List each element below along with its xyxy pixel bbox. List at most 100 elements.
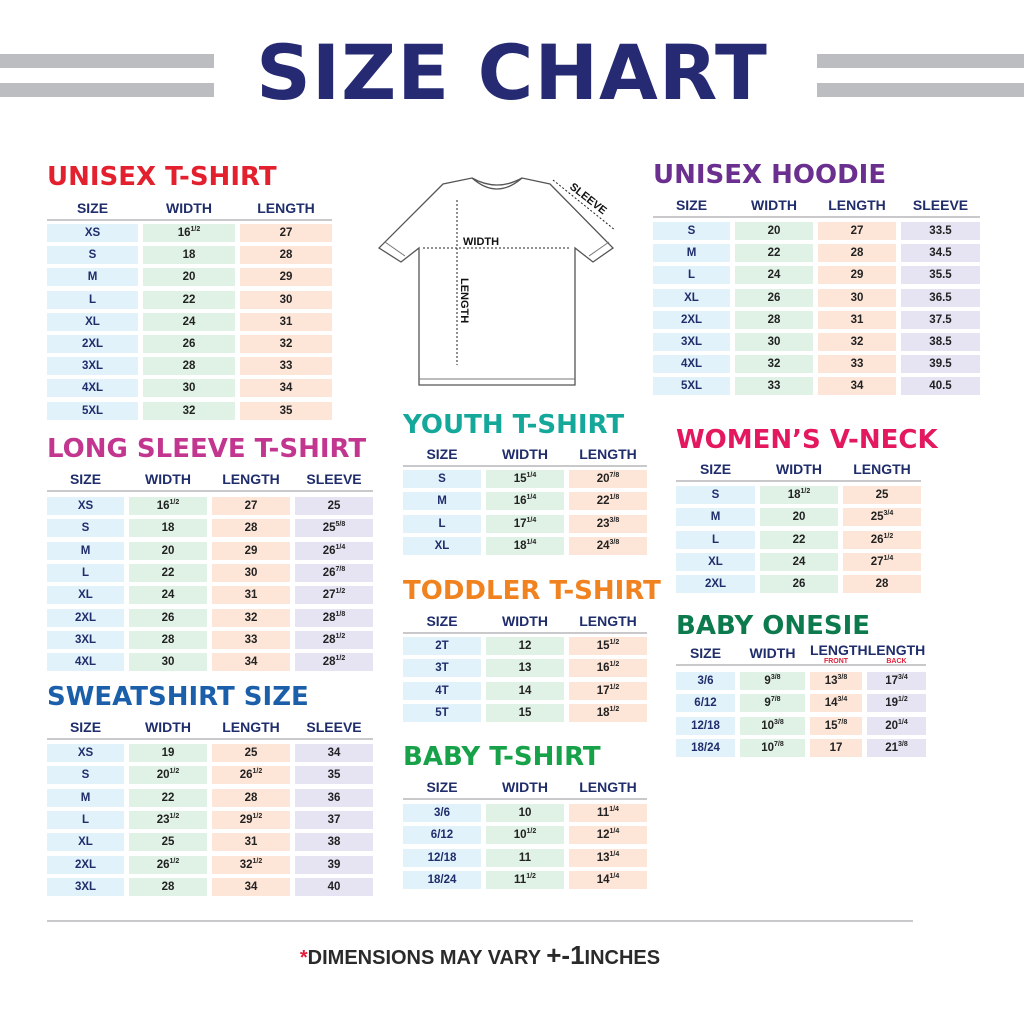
size-cell: XL — [653, 288, 730, 307]
size-cell: M — [47, 788, 124, 807]
width-cell: 101/2 — [486, 826, 564, 845]
length-cell: 34 — [818, 377, 896, 396]
size-cell: L — [47, 290, 138, 309]
size-cell: 18/24 — [403, 870, 481, 889]
header-label: WIDTH — [502, 446, 548, 462]
width-cell: 20 — [760, 508, 838, 527]
header-label: SIZE — [426, 779, 458, 795]
header-label: LENGTH — [257, 200, 315, 216]
length-cell: 25 — [212, 744, 290, 762]
asterisk: * — [299, 947, 308, 969]
womens-vneck-title: WOMEN’S V-NECK — [676, 425, 938, 455]
length-cell: 33 — [818, 355, 896, 374]
size-cell: 3XL — [47, 630, 124, 649]
size-cell: 3T — [403, 659, 481, 678]
size-cell: 2XL — [676, 575, 755, 594]
length-cell: 27 — [212, 497, 290, 515]
size-cell: 6/12 — [403, 826, 481, 845]
header-label: WIDTH — [502, 613, 548, 629]
size-cell: 3XL — [47, 877, 124, 896]
width-cell: 25 — [129, 833, 207, 852]
length-cell: 171/2 — [569, 681, 647, 700]
length-cell: 141/4 — [569, 870, 647, 889]
header-label: LENGTH — [867, 642, 926, 658]
header-divider — [403, 632, 647, 634]
footer-divider — [47, 920, 913, 922]
column-header-size: SIZE — [676, 645, 735, 661]
width-cell: 12 — [486, 637, 564, 655]
length-cell: 28 — [818, 244, 896, 263]
width-cell: 93/8 — [740, 672, 805, 690]
header-label: LENGTH — [579, 779, 637, 795]
length-cell: 321/2 — [212, 855, 290, 874]
header-divider — [403, 465, 647, 467]
width-cell: 10 — [486, 804, 564, 822]
header-divider — [676, 664, 926, 666]
size-cell: 3/6 — [676, 672, 735, 690]
decor-bar — [0, 83, 214, 97]
width-cell: 19 — [129, 744, 207, 762]
column-header-size: SIZE — [676, 461, 755, 477]
header-divider — [403, 798, 647, 800]
width-cell: 32 — [735, 355, 813, 374]
sweatshirt-title: SWEATSHIRT SIZE — [47, 682, 309, 712]
width-cell: 28 — [735, 310, 813, 329]
width-cell: 111/2 — [486, 870, 564, 889]
header-label: SIZE — [675, 197, 708, 213]
header-label: WIDTH — [166, 200, 212, 216]
header-label: SIZE — [69, 719, 102, 735]
size-cell: M — [47, 268, 138, 287]
size-cell: S — [403, 470, 481, 488]
sleeve-cell: 191/2 — [867, 694, 926, 713]
width-cell: 24 — [735, 266, 813, 285]
length-cell: 17 — [810, 738, 862, 757]
sleeve-cell: 255/8 — [295, 519, 373, 538]
column-header-length: LENGTH — [569, 779, 647, 795]
header-label: WIDTH — [145, 471, 191, 487]
size-cell: XS — [47, 224, 138, 242]
unisex-tshirt-title: UNISEX T-SHIRT — [47, 162, 277, 192]
column-header-width: WIDTH — [143, 200, 235, 216]
length-cell: 111/4 — [569, 804, 647, 822]
length-cell: 157/8 — [810, 716, 862, 735]
column-header-width: WIDTH — [740, 645, 805, 661]
width-cell: 171/4 — [486, 514, 564, 533]
length-cell: 31 — [212, 833, 290, 852]
header-label: WIDTH — [145, 719, 191, 735]
column-header-width: WIDTH — [129, 719, 207, 735]
header-label: SLEEVE — [912, 197, 969, 213]
length-cell: 34 — [240, 379, 332, 398]
length-cell: 32 — [818, 333, 896, 351]
length-cell: 31 — [240, 312, 332, 331]
column-header-size: SIZE — [403, 446, 481, 462]
column-header-sleeve: SLEEVE — [295, 719, 373, 735]
header-label: SLEEVE — [306, 471, 362, 487]
tshirt-diagram: WIDTH LENGTH SLEEVE — [377, 177, 616, 386]
width-cell: 24 — [129, 586, 207, 605]
column-header-size: SIZE — [403, 613, 481, 629]
header-label: WIDTH — [502, 779, 548, 795]
width-cell: 24 — [143, 312, 235, 331]
size-cell: S — [47, 766, 124, 785]
header-label: LENGTH — [853, 461, 911, 477]
width-cell: 151/4 — [486, 470, 564, 488]
column-header-size: SIZE — [47, 719, 124, 735]
sleeve-cell: 267/8 — [295, 563, 373, 582]
sleeve-cell: 40 — [295, 877, 373, 896]
width-cell: 261/2 — [129, 855, 207, 874]
tolerance: +-1 — [546, 940, 585, 970]
size-cell: 2XL — [653, 310, 730, 329]
sleeve-cell: 213/8 — [867, 738, 926, 757]
width-cell: 103/8 — [740, 716, 805, 735]
length-cell: 151/2 — [569, 637, 647, 655]
size-cell: XL — [47, 586, 124, 605]
sleeve-cell: 38.5 — [901, 333, 980, 351]
size-cell: 4XL — [47, 653, 124, 672]
sleeve-arrow — [552, 179, 616, 231]
header-label: SIZE — [426, 613, 458, 629]
length-cell: 34 — [212, 877, 290, 896]
toddler-tshirt-title: TODDLER T-SHIRT — [403, 576, 661, 606]
length-cell: 25 — [843, 486, 921, 504]
length-cell: 271/4 — [843, 552, 921, 571]
column-header-length: LENGTH BACK — [867, 642, 926, 665]
